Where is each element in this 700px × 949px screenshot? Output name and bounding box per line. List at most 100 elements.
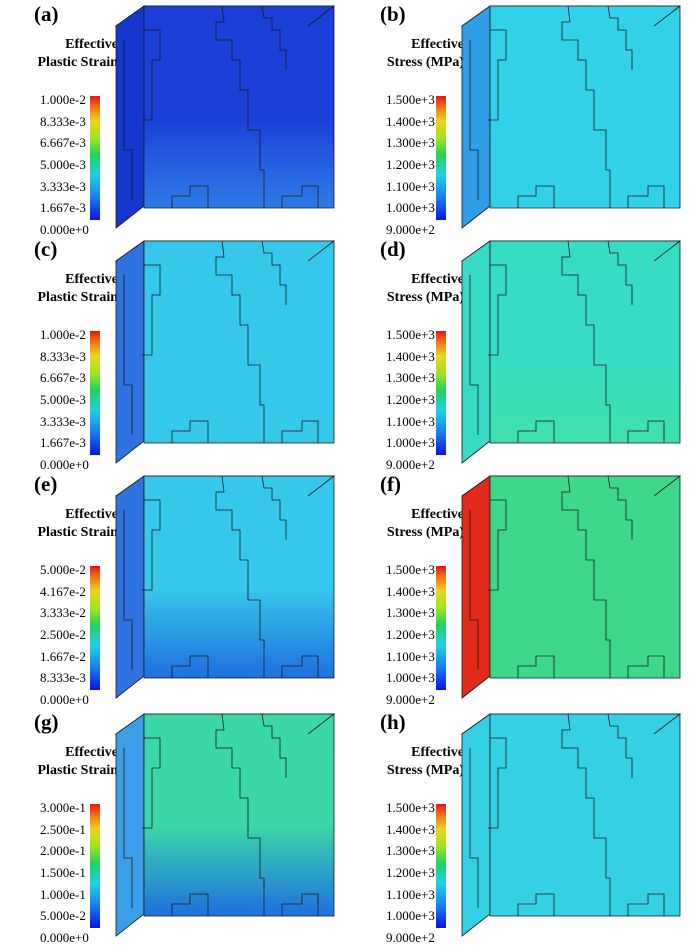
colorbar-tick-label: 2.000e-1 [40,843,86,859]
colorbar-tick-label: 8.333e-3 [40,348,86,364]
legend-title: Effective Stress (MPa) [387,506,464,542]
grain-boundary [469,510,479,670]
colorbar-tick-label: 9.000e+2 [386,222,435,238]
grain-boundary [142,499,161,591]
colorbar-tick-labels: 1.000e-2 8.333e-3 6.667e-3 5.000e-3 3.333e-3… [40,324,90,476]
colorbar-tick-label: 1.300e+3 [386,370,435,386]
cube-front-face [143,240,335,444]
grain-boundary [488,499,507,591]
colorbar-tick-label: 1.300e+3 [386,135,435,151]
legend-title: Effective Plastic Strain [38,744,119,780]
colorbar-tick-label: 1.400e+3 [386,348,435,364]
colorbar-tick-label: 1.200e+3 [386,157,435,173]
cube-edge [307,5,335,27]
cube-graphic [114,240,336,464]
colorbar [436,804,446,928]
colorbar-tick-label: 1.200e+3 [386,865,435,881]
colorbar-tick-label: 3.000e-1 [40,800,86,815]
colorbar [90,804,100,928]
figure-panel: (c) Effective Plastic Strain 1.000e-2 8.333e… [0,235,340,472]
colorbar-tick-label: 1.300e+3 [386,843,435,859]
colorbar-tick-label: 3.333e-3 [40,178,86,194]
legend-title-line: Stress (MPa) [386,525,464,540]
contour-cube [112,470,340,702]
legend-title-line: Effective [411,37,464,52]
grain-boundary [627,420,665,443]
grain-boundary [561,5,611,208]
cube-graphic [460,475,682,699]
colorbar-tick-label: 1.000e-2 [40,327,86,342]
grain-boundary [561,240,611,443]
colorbar [436,96,446,220]
panel-label: (d) [380,237,406,261]
cube-edge [653,240,681,262]
colorbar-tick-label: 1.400e+3 [386,821,435,837]
grain-boundary [469,748,479,908]
cube-front-face [143,5,335,209]
grain-boundary [171,185,209,208]
figure-panel: (d) Effective Stress (MPa) 1.500e+3 1.400e+3… [346,235,686,472]
colorbar-tick-label: 2.500e-2 [40,627,86,643]
grain-boundary [517,655,555,678]
grain-boundary [123,748,133,908]
grain-boundary [261,713,287,778]
grain-boundary [561,475,611,678]
cube-graphic [460,5,682,229]
grain-boundary [281,893,319,916]
legend-title-line: Plastic Strain [37,290,119,305]
legend-title-line: Plastic Strain [37,763,119,778]
grain-boundary [627,893,665,916]
colorbar-tick-label: 1.667e-2 [40,648,86,664]
grain-boundary [488,737,507,829]
legend-title-line: Stress (MPa) [386,55,464,70]
colorbar-tick-labels: 3.000e-1 2.500e-1 2.000e-1 1.500e-1 1.000e-1… [40,797,90,949]
colorbar-tick-labels: 1.000e-2 8.333e-3 6.667e-3 5.000e-3 3.333e-3… [40,89,90,241]
contour-cube [458,235,686,467]
colorbar-tick-label: 5.000e-2 [40,562,86,577]
cube-left-face [115,713,145,937]
grain-boundary [171,893,209,916]
contour-cube [458,708,686,940]
cube-left-face [115,5,145,229]
grain-boundary [488,264,507,356]
cube-graphic [114,713,336,937]
colorbar-tick-label: 1.500e+3 [386,92,435,107]
colorbar-tick-label: 0.000e+0 [40,222,89,238]
legend-title-line: Plastic Strain [37,55,119,70]
grain-boundary [469,275,479,435]
colorbar-tick-label: 1.500e+3 [386,327,435,342]
legend-title-line: Effective [411,272,464,287]
colorbar-tick-label: 1.100e+3 [386,648,435,664]
colorbar-tick-label: 5.000e-3 [40,392,86,408]
colorbar-tick-label: 1.000e+3 [386,670,435,686]
figure-panel: (e) Effective Plastic Strain 5.000e-2 4.167e… [0,470,340,707]
cube-front-face [489,475,681,679]
panel-label: (c) [34,237,58,261]
grain-boundary [142,737,161,829]
colorbar-tick-label: 3.333e-3 [40,413,86,429]
legend-title-line: Plastic Strain [37,525,119,540]
grain-boundary [281,655,319,678]
panel-label: (g) [34,710,59,734]
colorbar [90,566,100,690]
colorbar-tick-labels: 1.500e+3 1.400e+3 1.300e+3 1.200e+3 1.100e+3… [386,324,436,476]
colorbar-tick-label: 1.200e+3 [386,627,435,643]
colorbar-tick-label: 1.000e-2 [40,92,86,107]
grain-boundary [171,655,209,678]
colorbar-tick-label: 3.333e-2 [40,605,86,621]
colorbar-tick-label: 1.500e+3 [386,800,435,815]
legend-title: Effective Plastic Strain [38,36,119,72]
grain-boundary [607,5,633,70]
colorbar-tick-label: 1.000e+3 [386,435,435,451]
grain-boundary [261,240,287,305]
cube-front-face [489,5,681,209]
grain-boundary [123,275,133,435]
colorbar-tick-label: 1.000e-1 [40,886,86,902]
colorbar-tick-label: 9.000e+2 [386,457,435,473]
colorbar [90,331,100,455]
colorbar-tick-labels: 1.500e+3 1.400e+3 1.300e+3 1.200e+3 1.100e+3… [386,797,436,949]
colorbar-tick-label: 0.000e+0 [40,457,89,473]
legend-title-line: Effective [65,745,118,760]
grain-boundary [215,475,265,678]
figure-panel: (h) Effective Stress (MPa) 1.500e+3 1.400e+3… [346,708,686,945]
